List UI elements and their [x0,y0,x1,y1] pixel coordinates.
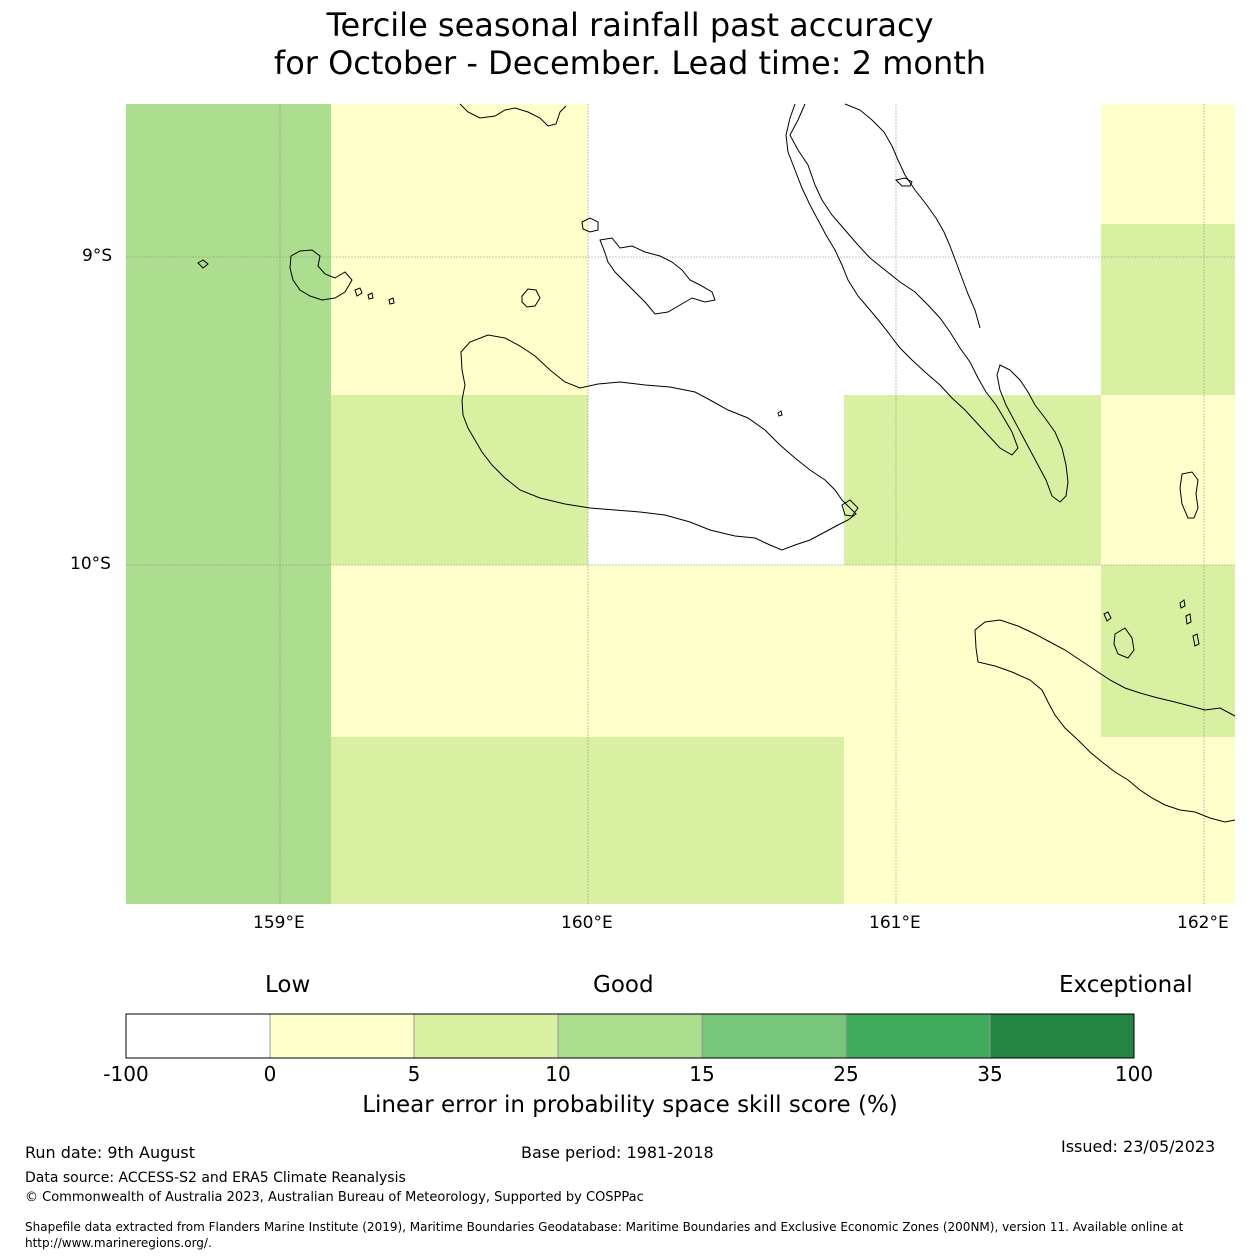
legend-tick: 25 [833,1062,859,1086]
grid-cell [1101,565,1235,737]
grid-cell [588,104,1101,395]
grid-cell [844,737,1235,904]
coastline-islet-i [1185,613,1192,625]
coastline-islet-j [1192,633,1200,647]
colorbar-swatch [702,1014,846,1058]
coastline-florida-islands [599,237,716,315]
run-date: Run date: 9th August [25,1143,195,1162]
lon-label-160e: 160°E [561,913,613,933]
colorbar-swatch [270,1014,414,1058]
lon-label-159e: 159°E [253,913,305,933]
lat-label-10s: 10°S [70,554,111,574]
grid-cell [588,395,844,565]
coastline-malaita-east [844,103,981,329]
coastline-makira [974,619,1236,717]
coastline-islet-b [367,292,374,300]
legend-tick: 0 [263,1062,277,1086]
legend-tick: -100 [103,1062,149,1086]
graticule [126,104,1235,904]
grid-cell [1101,224,1235,395]
grid-cell [844,395,1101,565]
coastline-islet-e [777,410,783,417]
colorbar-swatch [126,1014,270,1058]
coastline-santa-isabel-top [459,103,567,127]
grid-cell [331,737,844,904]
colorbar-swatch [558,1014,702,1058]
base-period: Base period: 1981-2018 [521,1143,714,1162]
coastline-islet-a [354,287,363,297]
coastline-islet-d [895,177,913,187]
coastline-small-island [581,217,599,233]
legend-category-low: Low [265,972,311,998]
colorbar [125,1013,1135,1059]
legend-category-exceptional: Exceptional [1059,972,1193,998]
legend-tick: 35 [977,1062,1003,1086]
coastline-islet-west [197,259,209,269]
grid-cell [1101,395,1235,565]
data-source: Data source: ACCESS-S2 and ERA5 Climate … [25,1170,406,1186]
grid-cell [331,565,1101,737]
coastline-islet-h [1179,599,1186,609]
coastline-islet-f [841,499,859,517]
grid-cell [1101,104,1235,224]
coastlines [197,103,1236,823]
map-title-line-2: for October - December. Lead time: 2 mon… [273,44,987,82]
grid-cell [331,395,588,565]
coastline-ulawa [1179,471,1199,519]
coastline-islet-c [388,297,395,305]
issued-date: Issued: 23/05/2023 [1061,1137,1216,1156]
legend-category-good: Good [593,972,654,998]
lon-label-162e: 162°E [1177,913,1229,933]
legend-title: Linear error in probability space skill … [362,1092,898,1118]
lon-label-161e: 161°E [869,913,921,933]
coastline-islet-g [1103,611,1112,622]
colorbar-frame [125,1013,1135,1059]
coastline-malaita [785,103,1019,456]
legend-tick: 5 [407,1062,421,1086]
grid-cell [331,104,588,395]
shapefile-credit-line-1: Shapefile data extracted from Flanders M… [25,1220,1184,1234]
coastline-russell-islands [289,249,353,301]
copyright-notice: © Commonwealth of Australia 2023, Austra… [25,1190,644,1205]
map-title-line-1: Tercile seasonal rainfall past accuracy [326,6,934,44]
coastline-savo [521,288,541,308]
colorbar-swatch [846,1014,990,1058]
legend-tick: 15 [689,1062,715,1086]
colorbar-swatch [990,1014,1134,1058]
grid-cell [126,104,331,904]
coastline-makira-south [974,629,1236,823]
legend-tick: 100 [1114,1062,1154,1086]
colorbar-swatch [414,1014,558,1058]
coastline-small-malaita [996,364,1069,503]
coastline-ugi [1113,627,1135,659]
skill-score-grid [126,104,1235,904]
lat-label-9s: 9°S [82,246,113,266]
coastline-guadalcanal [460,334,857,551]
legend-tick: 10 [545,1062,571,1086]
shapefile-credit-line-2: http://www.marineregions.org/. [25,1236,212,1250]
